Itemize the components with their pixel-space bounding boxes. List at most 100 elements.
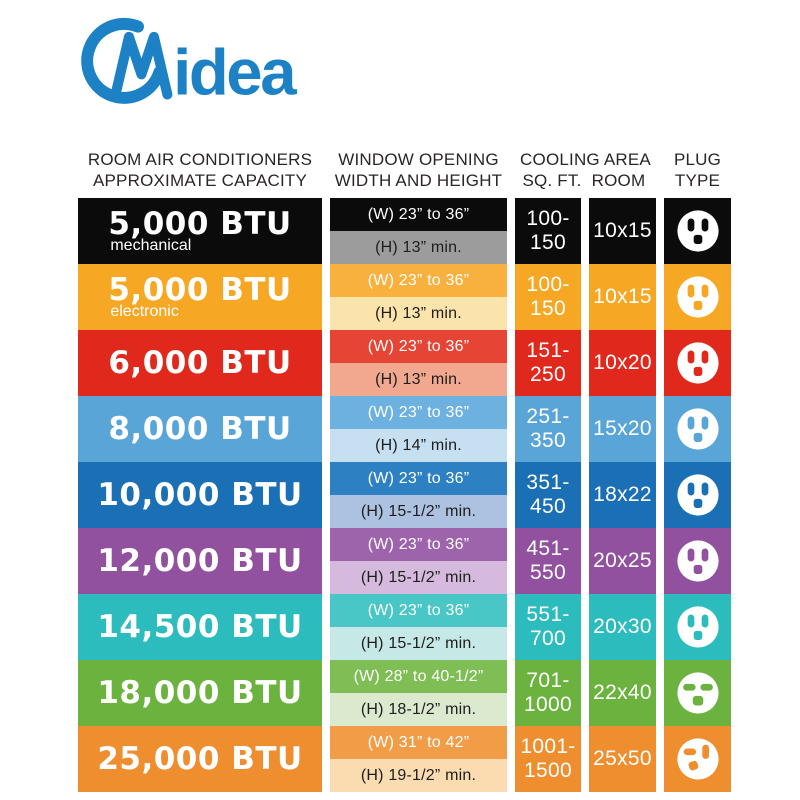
sqft-cell: 100- 150 (515, 264, 581, 330)
table-row-14500: 14,500 BTU (W) 23” to 36” (H) 15-1/2” mi… (78, 594, 731, 660)
table-row-25000: 25,000 BTU (W) 31” to 42” (H) 19-1/2” mi… (78, 726, 731, 792)
btu-label: 8,000 BTU (108, 410, 292, 447)
capacity-cell: 5,000 BTU electronic (78, 264, 322, 330)
logo-ring (81, 17, 166, 104)
sqft-line1: 451- (526, 536, 570, 560)
table-row-8000: 8,000 BTU (W) 23” to 36” (H) 14” min. 25… (78, 396, 731, 462)
plug-cell (664, 330, 731, 396)
btu-sublabel: mechanical (110, 236, 192, 254)
window-height-value: (H) 19-1/2” min. (330, 759, 507, 792)
window-cell: (W) 31” to 42” (H) 19-1/2” min. (330, 726, 507, 792)
window-width-value: (W) 23” to 36” (330, 198, 507, 231)
window-width-value: (W) 23” to 36” (330, 528, 507, 561)
sqft-line2: 550 (530, 561, 566, 584)
table-row-18000: 18,000 BTU (W) 28” to 40-1/2” (H) 18-1/2… (78, 660, 731, 726)
sqft-line2: 700 (530, 627, 566, 650)
window-height-value: (H) 13” min. (330, 231, 507, 264)
header-sqft: SQ. FT. (522, 171, 582, 191)
window-width-value: (W) 31” to 42” (330, 726, 507, 759)
plug-cell (664, 660, 731, 726)
window-cell: (W) 23” to 36” (H) 13” min. (330, 198, 507, 264)
table-row-5000-electronic: 5,000 BTU electronic (W) 23” to 36” (H) … (78, 264, 731, 330)
window-height-value: (H) 15-1/2” min. (330, 495, 507, 528)
header-window-line2: WIDTH AND HEIGHT (334, 171, 503, 191)
room-cell: 18x22 (589, 462, 656, 528)
room-cell: 20x25 (589, 528, 656, 594)
plug-cell (664, 594, 731, 660)
capacity-cell: 25,000 BTU (78, 726, 322, 792)
window-height-value: (H) 18-1/2” min. (330, 693, 507, 726)
window-width-value: (W) 23” to 36” (330, 264, 507, 297)
header-room: ROOM (591, 171, 646, 191)
outlet-standard-icon (676, 210, 719, 252)
sqft-line1: 1001- (520, 734, 576, 758)
window-cell: (W) 23” to 36” (H) 13” min. (330, 264, 507, 330)
outlet-standard-icon (676, 408, 719, 450)
outlet-standard-icon (676, 276, 719, 318)
room-cell: 22x40 (589, 660, 656, 726)
window-width-value: (W) 28” to 40-1/2” (330, 660, 507, 693)
sqft-line1: 351- (526, 470, 570, 494)
window-height-value: (H) 15-1/2” min. (330, 627, 507, 660)
table-row-10000: 10,000 BTU (W) 23” to 36” (H) 15-1/2” mi… (78, 462, 731, 528)
plug-cell (664, 462, 731, 528)
table-row-5000-mechanical: 5,000 BTU mechanical (W) 23” to 36” (H) … (78, 198, 731, 264)
window-cell: (W) 23” to 36” (H) 13” min. (330, 330, 507, 396)
sqft-line2: 1500 (524, 759, 572, 782)
room-cell: 10x15 (589, 264, 656, 330)
window-height-value: (H) 13” min. (330, 297, 507, 330)
btu-label: 25,000 BTU (97, 740, 303, 777)
window-width-value: (W) 23” to 36” (330, 462, 507, 495)
plug-cell (664, 264, 731, 330)
btu-sublabel: electronic (110, 302, 179, 320)
plug-cell (664, 198, 731, 264)
sqft-cell: 351- 450 (515, 462, 581, 528)
btu-label: 14,500 BTU (97, 608, 303, 645)
sqft-line2: 450 (530, 495, 566, 518)
btu-label: 5,000 BTU (108, 206, 292, 243)
btu-label: 10,000 BTU (97, 476, 303, 513)
sqft-cell: 251- 350 (515, 396, 581, 462)
logo-text-idea: idea (173, 35, 297, 108)
capacity-table: ROOM AIR CONDITIONERS APPROXIMATE CAPACI… (78, 146, 731, 792)
header-plug-line2: TYPE (674, 171, 721, 191)
sqft-line2: 350 (530, 429, 566, 452)
header-cooling-sub: SQ. FT. ROOM (515, 170, 656, 192)
room-cell: 20x30 (589, 594, 656, 660)
capacity-cell: 12,000 BTU (78, 528, 322, 594)
room-cell: 10x20 (589, 330, 656, 396)
sqft-line2: 250 (530, 363, 566, 386)
btu-label: 18,000 BTU (97, 674, 303, 711)
window-height-value: (H) 15-1/2” min. (330, 561, 507, 594)
outlet-standard-icon (676, 606, 719, 648)
header-plug-line1: PLUG (673, 149, 722, 169)
header-window-line1: WINDOW OPENING (338, 149, 499, 169)
capacity-cell: 10,000 BTU (78, 462, 322, 528)
plug-cell (664, 726, 731, 792)
capacity-cell: 18,000 BTU (78, 660, 322, 726)
header-capacity-line1: ROOM AIR CONDITIONERS (87, 149, 313, 169)
header-capacity: ROOM AIR CONDITIONERS APPROXIMATE CAPACI… (78, 149, 322, 193)
header-cooling-title: COOLING AREA (520, 149, 651, 169)
header-capacity-line2: APPROXIMATE CAPACITY (92, 171, 308, 191)
outlet-standard-icon (676, 540, 719, 582)
midea-logo: idea (80, 6, 320, 110)
sqft-line1: 701- (526, 668, 570, 692)
table-body: 5,000 BTU mechanical (W) 23” to 36” (H) … (78, 198, 731, 792)
sqft-line2: 150 (530, 297, 566, 320)
sqft-line2: 1000 (524, 693, 572, 716)
room-cell: 15x20 (589, 396, 656, 462)
window-height-value: (H) 13” min. (330, 363, 507, 396)
window-cell: (W) 23” to 36” (H) 14” min. (330, 396, 507, 462)
sqft-cell: 551- 700 (515, 594, 581, 660)
sqft-line1: 100- (526, 206, 570, 230)
table-header: ROOM AIR CONDITIONERS APPROXIMATE CAPACI… (78, 146, 731, 192)
btu-label: 12,000 BTU (97, 542, 303, 579)
header-cooling-area: COOLING AREA SQ. FT. ROOM (515, 149, 656, 193)
header-window: WINDOW OPENING WIDTH AND HEIGHT (330, 149, 507, 193)
outlet-perpendicular-icon (676, 738, 719, 780)
window-height-value: (H) 14” min. (330, 429, 507, 462)
logo-letter-m (110, 31, 173, 100)
sqft-line1: 151- (526, 338, 570, 362)
